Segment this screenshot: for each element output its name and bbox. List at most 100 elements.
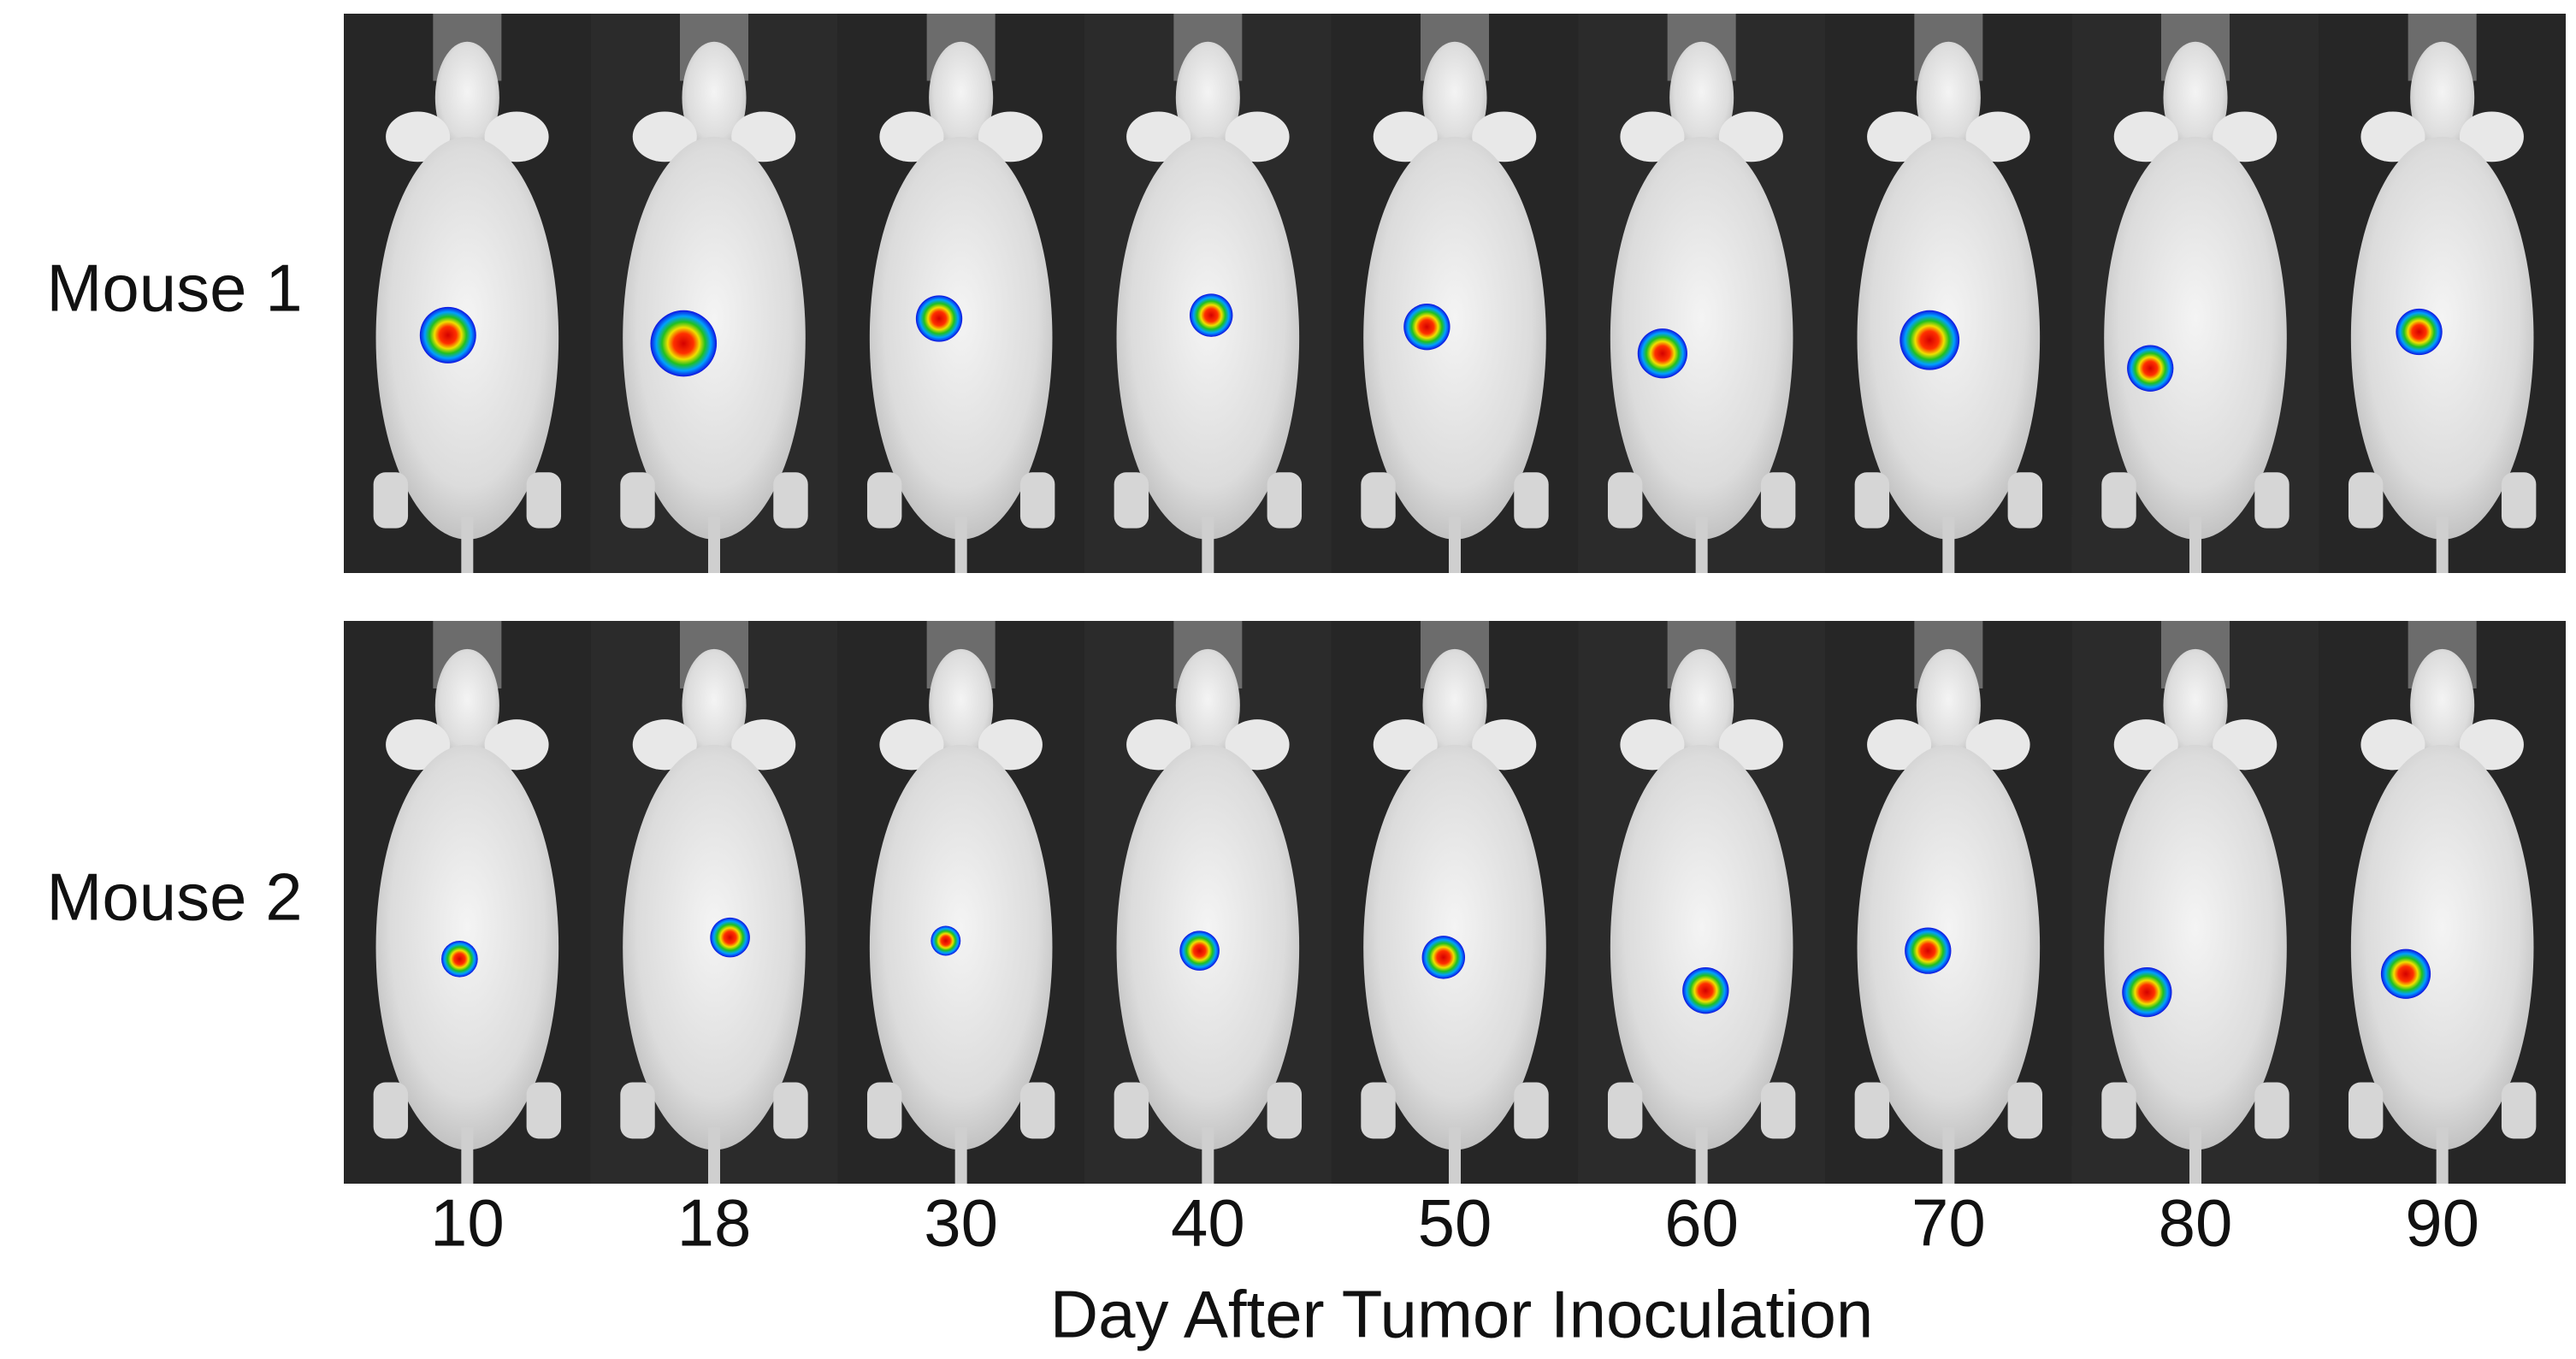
mouse-head [1175,41,1240,154]
mouse-head [929,41,994,154]
mouse-leg [2101,472,2136,529]
mouse-ear [1620,719,1685,771]
mouse-leg [1267,1082,1303,1139]
mouse-tail [1202,517,1214,573]
tumor-signal [1682,967,1729,1014]
row-label: Mouse 2 [46,860,302,935]
row-label: Mouse 1 [46,251,302,326]
mouse-ear [1472,111,1537,162]
mouse-ear [1126,719,1191,771]
tumor-signal [1189,293,1233,337]
mouse-body [2350,136,2534,540]
column-label: 80 [2159,1185,2233,1261]
mouse-leg [2101,1082,2136,1139]
mouse-head [434,41,499,154]
tumor-signal [441,940,478,978]
column-label: 60 [1664,1185,1739,1261]
mouse-image [2071,621,2319,1184]
mouse-tail [1695,517,1708,573]
mouse-image [1084,621,1332,1184]
column-label: 40 [1171,1185,1245,1261]
mouse-tail [1695,1127,1708,1184]
mouse-image [1331,14,1579,573]
mouse-head [2410,648,2475,762]
column-label: 10 [430,1185,505,1261]
mouse-leg [1607,1082,1643,1139]
mouse-leg [1267,472,1303,529]
mouse-image [837,14,1084,573]
mouse-leg [526,1082,562,1139]
mouse-image [1084,14,1332,573]
mouse-body [1363,136,1546,540]
mouse-leg [620,472,655,529]
mouse-ear [731,719,796,771]
mouse-head [2163,648,2228,762]
column-label: 50 [1418,1185,1492,1261]
mouse-body [2104,744,2287,1150]
mouse-leg [373,472,409,529]
tumor-signal [1905,927,1952,974]
mouse-ear [1126,111,1191,162]
mouse-tail [2189,517,2201,573]
mouse-head [1669,41,1734,154]
tumor-signal [1421,936,1466,979]
mouse-tail [1942,517,1955,573]
column-label: 70 [1911,1185,1986,1261]
tumor-signal [2127,345,2174,392]
mouse-leg [2007,472,2043,529]
mouse-head [1669,648,1734,762]
mouse-image [1825,14,2072,573]
mouse-ear [2113,719,2178,771]
mouse-leg [1514,472,1549,529]
mouse-ear [632,111,697,162]
mouse-head [929,648,994,762]
axis-title: Day After Tumor Inoculation [1050,1277,1873,1352]
mouse-ear [2360,719,2425,771]
mouse-leg [866,472,902,529]
tumor-signal [931,925,961,956]
mouse-ear [1867,719,1932,771]
mouse-image [2071,14,2319,573]
mouse-tail [2436,1127,2449,1184]
mouse-leg [1114,1082,1149,1139]
tumor-signal [1403,304,1450,351]
mouse-head [1916,41,1981,154]
mouse-ear [2459,719,2524,771]
mouse-leg [2501,1082,2537,1139]
mouse-ear [1965,111,2030,162]
mouse-image [344,621,591,1184]
mouse-body [869,744,1053,1150]
tumor-signal [419,306,476,363]
mouse-leg [373,1082,409,1139]
mouse-tail [1449,1127,1461,1184]
mouse-head [434,648,499,762]
mouse-ear [1472,719,1537,771]
mouse-ear [2113,111,2178,162]
tumor-signal [1179,931,1220,971]
mouse-leg [526,472,562,529]
mouse-leg [2254,1082,2289,1139]
mouse-ear [2213,111,2278,162]
mouse-tail [1202,1127,1214,1184]
mouse-ear [2213,719,2278,771]
tumor-signal [915,295,963,342]
mouse-leg [1760,472,1796,529]
mouse-image [590,14,838,573]
tumor-signal [1900,310,1960,370]
mouse-ear [632,719,697,771]
mouse-ear [2360,111,2425,162]
mouse-head [682,41,747,154]
mouse-body [2104,136,2287,540]
mouse-image [2319,621,2566,1184]
mouse-head [1422,648,1487,762]
mouse-ear [978,719,1043,771]
mouse-image [2319,14,2566,573]
mouse-body [2350,744,2534,1150]
mouse-leg [2348,1082,2384,1139]
mouse-ear [731,111,796,162]
mouse-tail [2189,1127,2201,1184]
mouse-ear [1225,719,1290,771]
mouse-head [2163,41,2228,154]
